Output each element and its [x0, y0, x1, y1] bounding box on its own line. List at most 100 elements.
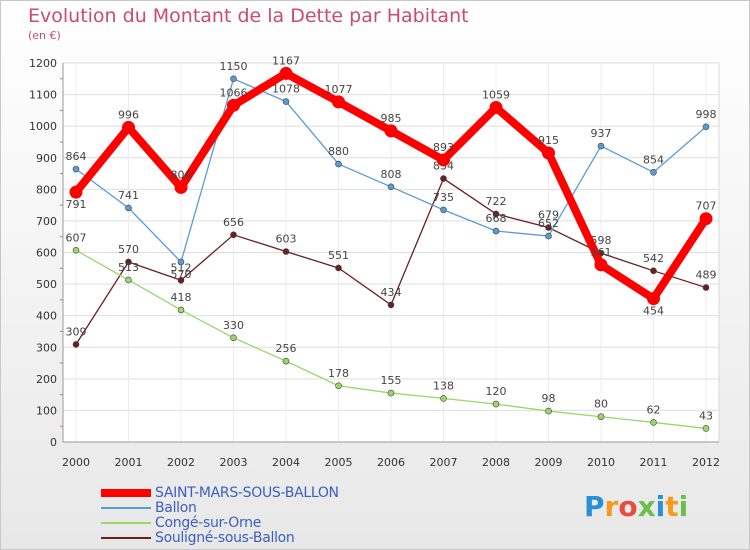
x-tick-label: 2012	[692, 456, 720, 469]
data-point-cong-sur-orne	[387, 389, 395, 397]
x-tick-label: 2000	[62, 456, 90, 469]
data-point-ballon	[650, 168, 657, 176]
data-label-ballon: 880	[328, 145, 349, 158]
x-tick-label: 2003	[220, 456, 248, 469]
x-tick-label: 2005	[325, 456, 353, 469]
legend-item: Ballon	[101, 499, 339, 516]
data-point-soulign-sous-ballon	[230, 231, 237, 239]
data-label-saint-mars-sous-ballon: 1077	[325, 83, 353, 96]
data-point-ballon	[440, 206, 447, 214]
data-label-saint-mars-sous-ballon: 454	[643, 305, 664, 318]
data-label-ballon: 1078	[272, 83, 300, 96]
logo-letter: i	[655, 490, 666, 523]
data-point-saint-mars-sous-ballon	[647, 292, 660, 306]
data-point-ballon	[597, 142, 605, 150]
data-point-soulign-sous-ballon	[125, 258, 132, 266]
data-label-soulign-sous-ballon: 679	[538, 209, 559, 222]
data-point-cong-sur-orne	[492, 400, 500, 408]
data-label-soulign-sous-ballon: 434	[381, 286, 402, 299]
x-tick-label: 2002	[167, 456, 195, 469]
chart-title: Evolution du Montant de la Dette par Hab…	[28, 5, 469, 27]
data-point-soulign-sous-ballon	[650, 267, 657, 275]
data-label-ballon: 998	[696, 108, 717, 121]
data-label-cong-sur-orne: 155	[381, 374, 402, 387]
data-point-soulign-sous-ballon	[335, 264, 342, 272]
data-point-saint-mars-sous-ballon	[227, 98, 240, 112]
data-point-cong-sur-orne	[545, 407, 552, 415]
data-point-ballon	[702, 123, 710, 131]
data-label-ballon: 741	[118, 189, 139, 202]
data-label-saint-mars-sous-ballon: 561	[591, 246, 612, 259]
data-label-saint-mars-sous-ballon: 1059	[482, 89, 510, 102]
legend-item: SAINT-MARS-SOUS-BALLON	[101, 484, 339, 501]
y-tick-label: 400	[36, 310, 57, 323]
data-label-saint-mars-sous-ballon: 806	[171, 168, 192, 181]
data-point-cong-sur-orne	[230, 334, 237, 342]
data-point-soulign-sous-ballon	[492, 210, 500, 218]
logo-letter: o	[618, 490, 638, 523]
data-label-saint-mars-sous-ballon: 915	[538, 134, 559, 147]
data-point-ballon	[72, 165, 80, 173]
data-label-ballon: 668	[486, 212, 507, 225]
data-point-saint-mars-sous-ballon	[279, 66, 293, 80]
data-label-saint-mars-sous-ballon: 791	[66, 198, 87, 211]
data-label-cong-sur-orne: 80	[594, 398, 608, 411]
legend-swatch	[101, 506, 151, 509]
data-point-cong-sur-orne	[72, 246, 80, 254]
data-label-cong-sur-orne: 43	[699, 409, 713, 422]
data-label-cong-sur-orne: 62	[647, 403, 661, 416]
data-point-cong-sur-orne	[440, 395, 447, 402]
data-label-saint-mars-sous-ballon: 1066	[220, 86, 248, 99]
logo-letter: x	[637, 490, 656, 523]
legend-label: SAINT-MARS-SOUS-BALLON	[155, 484, 339, 501]
data-point-soulign-sous-ballon	[177, 276, 185, 284]
data-label-saint-mars-sous-ballon: 1167	[272, 54, 300, 67]
logo-letter: P	[584, 490, 605, 523]
data-point-cong-sur-orne	[702, 425, 710, 432]
legend-label: Ballon	[155, 499, 197, 516]
legend-swatch	[101, 521, 151, 524]
y-tick-label: 1200	[29, 57, 57, 70]
data-point-soulign-sous-ballon	[387, 301, 395, 309]
y-tick-label: 500	[36, 278, 57, 291]
data-point-soulign-sous-ballon	[545, 224, 552, 231]
data-label-ballon: 1150	[220, 60, 248, 73]
y-tick-label: 700	[36, 215, 57, 228]
data-label-soulign-sous-ballon: 542	[643, 252, 664, 265]
legend: SAINT-MARS-SOUS-BALLON Ballon Congé-sur-Or…	[101, 484, 339, 546]
x-tick-label: 2007	[430, 456, 458, 469]
data-label-saint-mars-sous-ballon: 707	[696, 200, 717, 213]
data-point-saint-mars-sous-ballon	[69, 185, 83, 199]
data-label-saint-mars-sous-ballon: 893	[433, 141, 454, 154]
x-tick-label: 2009	[535, 456, 563, 469]
data-point-soulign-sous-ballon	[440, 175, 447, 182]
legend-label: Souligné-sous-Ballon	[155, 529, 295, 546]
data-point-ballon	[545, 232, 552, 240]
data-point-cong-sur-orne	[282, 357, 290, 365]
y-tick-label: 100	[36, 404, 57, 417]
data-label-ballon: 735	[433, 191, 454, 204]
legend-item: Congé-sur-Orne	[101, 515, 339, 531]
data-label-soulign-sous-ballon: 570	[118, 243, 139, 256]
data-point-saint-mars-sous-ballon	[332, 95, 345, 109]
data-point-saint-mars-sous-ballon	[174, 180, 188, 194]
data-label-soulign-sous-ballon: 489	[696, 269, 717, 282]
data-point-saint-mars-sous-ballon	[489, 101, 503, 115]
legend-swatch	[101, 536, 151, 539]
unit-label: (en €)	[28, 29, 61, 42]
data-point-saint-mars-sous-ballon	[384, 124, 398, 138]
data-point-ballon	[387, 183, 395, 191]
data-label-cong-sur-orne: 120	[486, 385, 507, 398]
data-point-soulign-sous-ballon	[282, 248, 290, 255]
data-point-soulign-sous-ballon	[702, 284, 710, 291]
x-tick-label: 2011	[640, 456, 668, 469]
data-label-cong-sur-orne: 138	[433, 379, 454, 392]
data-label-ballon: 808	[381, 168, 402, 181]
data-point-saint-mars-sous-ballon	[437, 153, 450, 167]
y-tick-label: 200	[36, 373, 57, 386]
data-label-cong-sur-orne: 330	[223, 319, 244, 332]
y-tick-label: 600	[36, 247, 57, 260]
data-label-cong-sur-orne: 513	[118, 261, 139, 274]
